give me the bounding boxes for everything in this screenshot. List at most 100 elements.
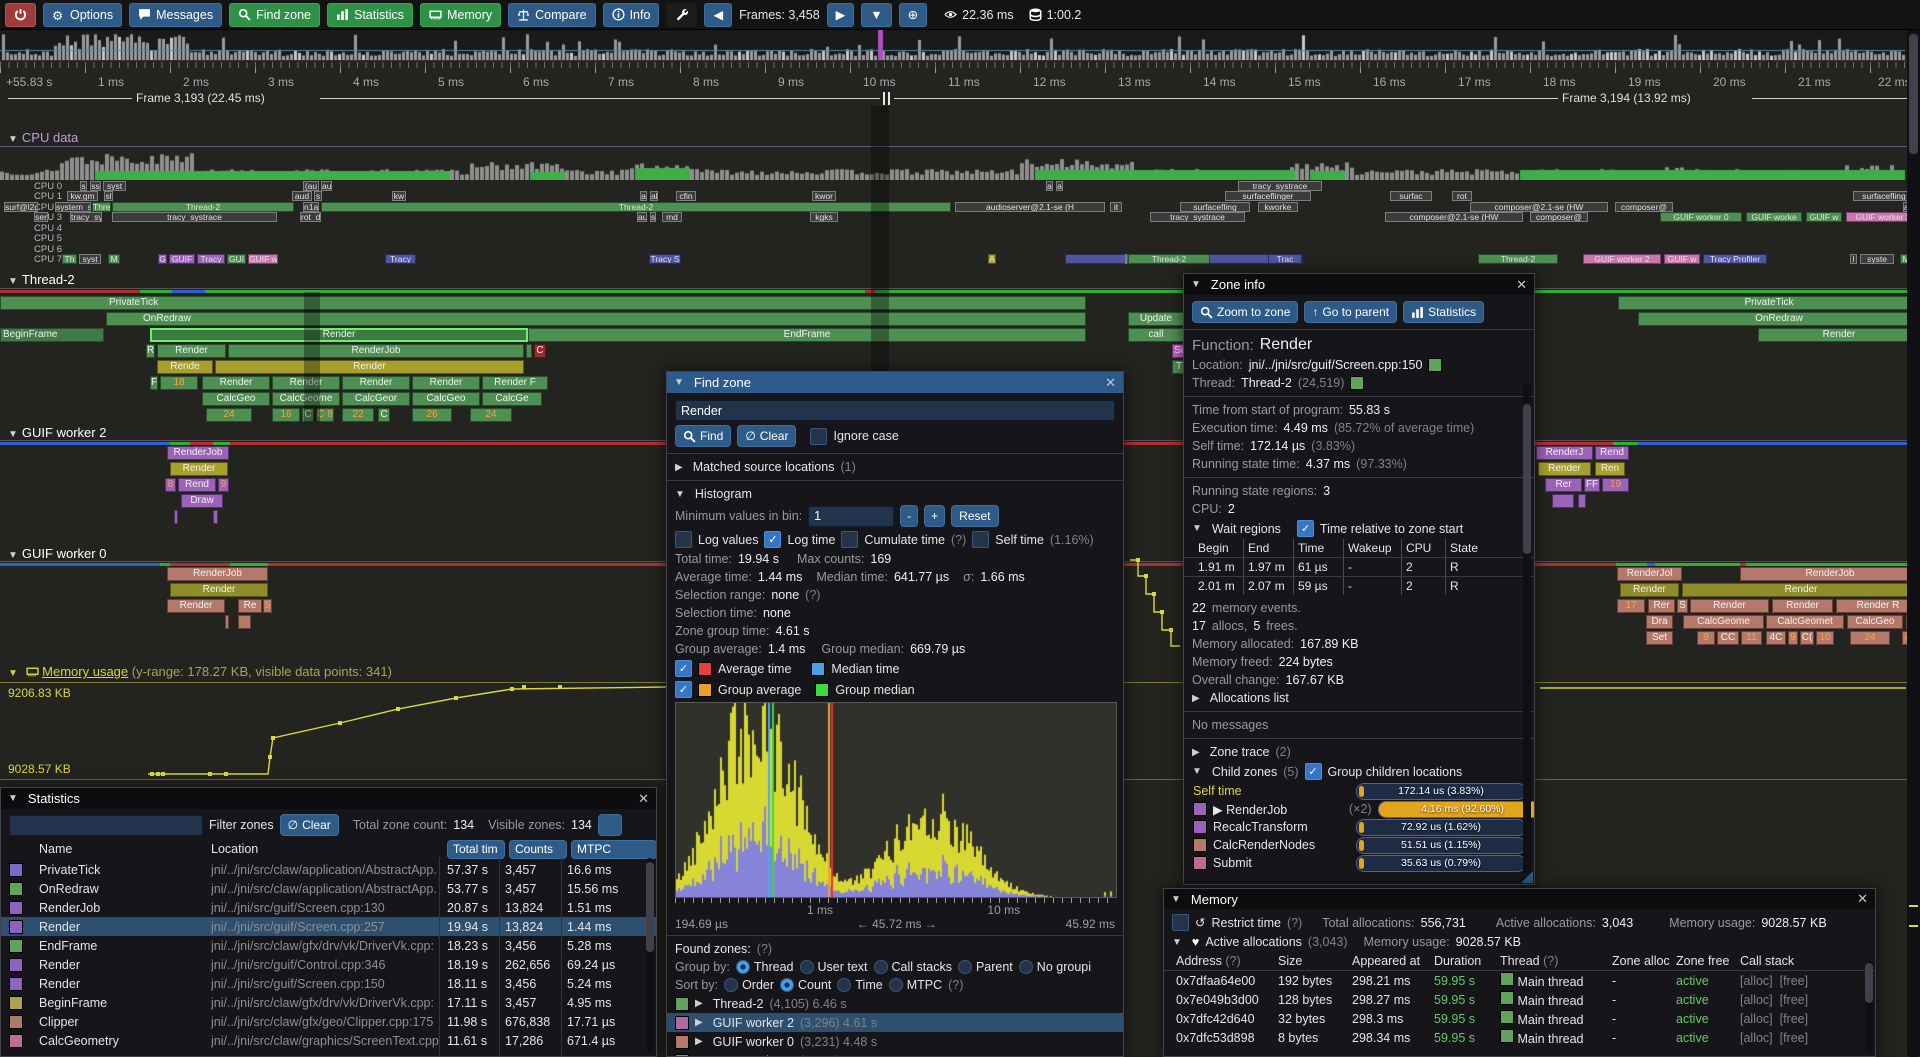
timeline-zone-chip[interactable]: RenderJob	[1740, 567, 1920, 581]
cpu-data-header[interactable]: ▼ CPU data	[8, 130, 79, 145]
timeline-zone-chip[interactable]: S	[1677, 599, 1688, 613]
source-location[interactable]: jni/../jni/src/guif/Screen.cpp:150	[1248, 358, 1423, 372]
child-zone-row[interactable]: Self time 172.14 us (3.83%)	[1184, 782, 1534, 800]
zone-group-row[interactable]: ▶ GUIF worker 0 (3,231) 4.48 s	[667, 1032, 1123, 1051]
sort-by-option[interactable]: MTPC	[888, 978, 942, 992]
alloc-callstack-link[interactable]: [alloc]	[1740, 973, 1773, 988]
col-total-time-sort[interactable]: Total tim	[447, 839, 505, 859]
statistics-row[interactable]: EndFrame jni/../jni/src/claw/gfx/drv/vk/…	[1, 936, 656, 955]
col-zone-alloc[interactable]: Zone alloc	[1612, 953, 1670, 968]
statistics-row[interactable]: RenderJob jni/../jni/src/guif/Screen.cpp…	[1, 898, 656, 917]
child-zone-row[interactable]: Submit 35.63 us (0.79%)	[1184, 854, 1534, 872]
statistics-row[interactable]: Render jni/../jni/src/guif/Control.cpp:3…	[1, 955, 656, 974]
allocations-list-tree[interactable]: ▶ Allocations list	[1192, 691, 1289, 705]
next-frame-button[interactable]: ▶	[826, 2, 855, 27]
find-zone-titlebar[interactable]: ▼ Find zone ✕	[667, 372, 1123, 393]
timeline-zone-chip[interactable]: Render	[1620, 583, 1679, 597]
timeline-zone-chip[interactable]	[225, 615, 229, 629]
clear-button[interactable]: ∅ Clear	[737, 425, 797, 447]
timeline-zone-chip[interactable]: Dra	[1646, 615, 1673, 629]
cpu-zone-chip[interactable]: sl	[104, 191, 113, 201]
memory-allocation-row[interactable]: 0x7dfaa64e00 192 bytes 298.21 ms 59.95 s…	[1176, 972, 1809, 989]
timeline-zone-chip[interactable]: 18	[160, 376, 198, 390]
col-call-stack[interactable]: Call stack	[1740, 953, 1795, 968]
cpu-zone-chip[interactable]: kgks	[810, 212, 838, 222]
cpu-zone-chip[interactable]: Thread-2	[1128, 254, 1210, 264]
free-callstack-link[interactable]: [free]	[1779, 992, 1809, 1007]
timeline-zone-chip[interactable]	[1552, 494, 1574, 508]
cpu-zone-chip[interactable]: it	[1110, 202, 1122, 212]
timeline-zone-chip[interactable]: CalcGeo	[1847, 615, 1903, 629]
cpu-zone-chip[interactable]: s	[650, 212, 656, 222]
cpu-zone-chip[interactable]: ss	[90, 181, 101, 191]
restrict-time-checkbox[interactable]	[1172, 914, 1189, 931]
bin-decrement-button[interactable]: -	[900, 505, 919, 527]
cpu-zone-chip[interactable]: GUIF	[169, 254, 195, 264]
timeline-zone-chip[interactable]: C	[302, 408, 314, 422]
timeline-zone-chip[interactable]: call	[1128, 328, 1184, 342]
info-button[interactable]: Info	[602, 2, 660, 27]
timeline-zone-chip[interactable]	[238, 615, 251, 629]
timeline-zone-chip[interactable]: RenderJol	[1617, 567, 1682, 581]
compare-button[interactable]: Compare	[508, 2, 596, 27]
col-mtpc-sort[interactable]: MTPC	[571, 839, 656, 859]
cpu-zone-chip[interactable]: rot	[1452, 191, 1472, 201]
timeline-zone-chip[interactable]: 24	[1850, 631, 1890, 645]
timeline-zone-chip[interactable]: Render	[202, 376, 270, 390]
histogram-range-span[interactable]: ← 45.72 ms →	[856, 917, 937, 931]
ignore-case-checkbox[interactable]	[810, 427, 828, 445]
timeline-zone-chip[interactable]: Render	[215, 360, 524, 374]
cpu-zone-chip[interactable]: system_se	[55, 202, 91, 212]
cpu-zone-chip[interactable]: GUIF worke	[1746, 212, 1802, 222]
timeline-zone-chip[interactable]: 9	[1788, 631, 1798, 645]
cpu-zone-chip[interactable]: tracy_systrace	[1150, 212, 1245, 222]
messages-button[interactable]: Messages	[129, 2, 223, 27]
avg-marker-checkbox[interactable]: ✓	[675, 660, 692, 677]
timeline-zone-chip[interactable]: C	[378, 408, 390, 422]
timeline-zone-chip[interactable]: 16	[272, 408, 300, 422]
zone-info-titlebar[interactable]: ▼ Zone info ✕	[1184, 274, 1534, 295]
zone-statistics-button[interactable]: Statistics	[1403, 301, 1485, 323]
cpu-zone-chip[interactable]: au	[321, 181, 332, 191]
timeline-zone-chip[interactable]: CalcGe	[482, 392, 542, 406]
sort-by-option[interactable]: Order	[724, 978, 774, 992]
timeline-zone-chip[interactable]: Render	[1538, 462, 1591, 476]
cpu-zone-chip[interactable]: kwor	[812, 191, 836, 201]
timeline-zone-chip[interactable]: Render	[1690, 599, 1769, 613]
matched-source-locations[interactable]: ▶ Matched source locations (1)	[675, 460, 856, 474]
timeline-zone-chip[interactable]: Rend	[178, 478, 216, 492]
cpu-zone-chip[interactable]: GUI	[227, 254, 246, 264]
timeline-zone-chip[interactable]: Render	[1758, 328, 1920, 342]
free-callstack-link[interactable]: [free]	[1779, 1030, 1809, 1045]
clear-filter-button[interactable]: ∅ Clear	[279, 814, 339, 836]
thread-name[interactable]: Thread-2	[1241, 376, 1292, 390]
timeline-zone-chip[interactable]: Render	[1682, 583, 1920, 597]
cpu-zone-chip[interactable]: A	[988, 254, 996, 264]
timeline-zone-chip[interactable]: C	[534, 344, 546, 358]
timeline-zone-chip[interactable]: 11	[1741, 631, 1762, 645]
timeline-zone-chip[interactable]: Render	[170, 462, 228, 476]
timeline-zone-chip[interactable]: Render	[412, 376, 480, 390]
statistics-titlebar[interactable]: ▼ Statistics ✕	[1, 788, 656, 809]
timeline-zone-chip[interactable]: CalcGeomet	[1766, 615, 1844, 629]
prev-frame-button[interactable]: ◀	[704, 2, 733, 27]
timeline-zone-chip[interactable]: 26	[412, 408, 452, 422]
free-callstack-link[interactable]: [free]	[1779, 973, 1809, 988]
histogram-tree[interactable]: ▼ Histogram	[675, 487, 752, 501]
statistics-row[interactable]: Render jni/../jni/src/guif/Screen.cpp:15…	[1, 974, 656, 993]
col-thread[interactable]: Thread	[1500, 953, 1540, 968]
cpu-zone-chip[interactable]: composer@2.1-se (HW	[1470, 202, 1608, 212]
cpu-zone-chip[interactable]	[1125, 254, 1127, 264]
child-zone-row[interactable]: ▶ RenderJob (×2) 4.16 ms (92.60%)	[1184, 800, 1534, 818]
timeline-zone-chip[interactable]	[213, 510, 218, 524]
statistics-row[interactable]: BeginFrame jni/../jni/src/claw/gfx/drv/v…	[1, 993, 656, 1012]
cpu-zone-chip[interactable]: Tracy	[197, 254, 225, 264]
group-children-checkbox[interactable]: ✓	[1304, 763, 1322, 780]
log-values-checkbox[interactable]	[675, 531, 692, 548]
cpu-zone-chip[interactable]: surfacefling	[1180, 202, 1250, 212]
group-by-option[interactable]: Call stacks	[873, 960, 952, 974]
limit-range-button[interactable]	[597, 814, 622, 836]
cpu-zone-chip[interactable]: G	[158, 254, 167, 264]
timeline-zone-chip[interactable]: Draw	[181, 494, 223, 508]
timeline-zone-chip[interactable]: F	[150, 376, 158, 390]
